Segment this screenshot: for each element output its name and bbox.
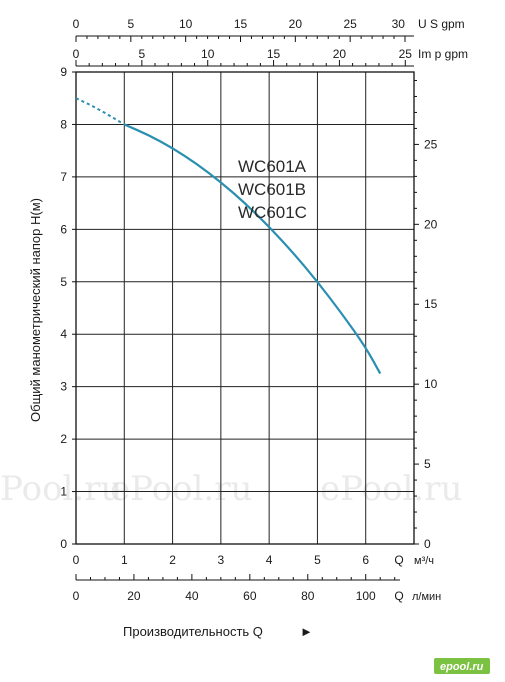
right-tick-label: 15 — [424, 297, 438, 311]
left-tick-label: 3 — [60, 380, 67, 394]
m3h-tick-label: 6 — [362, 553, 369, 567]
logo-text: epool.ru — [440, 661, 484, 673]
left-tick-label: 1 — [60, 485, 67, 499]
watermark-left: ePool.ru — [0, 469, 122, 509]
imp-gpm-tick-label: 25 — [399, 47, 413, 61]
left-tick-label: 5 — [60, 275, 67, 289]
left-tick-label: 9 — [60, 65, 67, 79]
us-gpm-tick-label: 30 — [392, 17, 406, 31]
left-tick-label: 6 — [60, 222, 67, 236]
lmin-tick-label: 100 — [356, 589, 376, 603]
x-axis-label: Производительность Q — [123, 624, 263, 639]
m3h-tick-label: 1 — [121, 553, 128, 567]
left-tick-label: 0 — [60, 537, 67, 551]
lmin-unit-label: л/мин — [412, 591, 441, 603]
right-tick-label: 10 — [424, 377, 438, 391]
m3h-tick-label: 5 — [314, 553, 321, 567]
axes — [72, 35, 419, 581]
m3h-q-label: Q — [394, 553, 403, 567]
imp-gpm-unit-label: Im p gpm — [418, 47, 468, 61]
left-tick-label: 7 — [60, 170, 67, 184]
right-tick-label: 20 — [424, 217, 438, 231]
performance-curve — [75, 97, 382, 375]
us-gpm-tick-label: 0 — [73, 17, 80, 31]
lmin-q-label: Q — [394, 589, 403, 603]
lmin-tick-label: 20 — [127, 589, 141, 603]
imp-gpm-tick-label: 10 — [201, 47, 215, 61]
imp-gpm-tick-label: 20 — [333, 47, 347, 61]
right-tick-label: 0 — [424, 537, 431, 551]
left-tick-label: 4 — [60, 327, 67, 341]
curve-solid-segment — [123, 123, 382, 375]
us-gpm-tick-label: 15 — [234, 17, 248, 31]
lmin-tick-label: 60 — [243, 589, 257, 603]
us-gpm-tick-label: 25 — [343, 17, 357, 31]
epool-logo: epool.ru — [434, 658, 490, 674]
model-label-b: WC601B — [238, 180, 306, 199]
imp-gpm-tick-label: 5 — [139, 47, 146, 61]
lmin-tick-label: 40 — [185, 589, 199, 603]
right-tick-label: 25 — [424, 137, 438, 151]
us-gpm-unit-label: U S gpm — [418, 17, 465, 31]
m3h-tick-label: 2 — [169, 553, 176, 567]
watermark-right: ePool.ru — [320, 469, 462, 509]
us-gpm-tick-label: 5 — [127, 17, 134, 31]
imp-gpm-tick-label: 0 — [73, 47, 80, 61]
x-axis-arrow: ► — [300, 624, 313, 639]
m3h-tick-label: 0 — [73, 553, 80, 567]
m3h-tick-label: 3 — [218, 553, 225, 567]
logo-badge — [434, 658, 490, 674]
watermark-center: ePool.ru — [110, 469, 252, 509]
left-tick-label: 8 — [60, 117, 67, 131]
us-gpm-tick-label: 10 — [179, 17, 193, 31]
model-label-c: WC601C — [238, 203, 307, 222]
plot-frame — [75, 71, 415, 545]
curve-dashed-segment — [75, 97, 125, 126]
watermark-layer: ePool.ru ePool.ru ePool.ru — [0, 469, 462, 509]
m3h-tick-label: 4 — [266, 553, 273, 567]
model-label-a: WC601A — [238, 157, 307, 176]
lmin-tick-label: 80 — [301, 589, 315, 603]
lmin-tick-label: 0 — [73, 589, 80, 603]
right-tick-label: 5 — [424, 457, 431, 471]
m3h-unit-label: м³/ч — [414, 555, 434, 567]
imp-gpm-tick-label: 15 — [267, 47, 281, 61]
model-labels: WC601A WC601B WC601C — [238, 157, 307, 222]
left-tick-label: 2 — [60, 432, 67, 446]
y-axis-label: Общий манометрический напор H(м) — [28, 198, 43, 422]
us-gpm-tick-label: 20 — [289, 17, 303, 31]
